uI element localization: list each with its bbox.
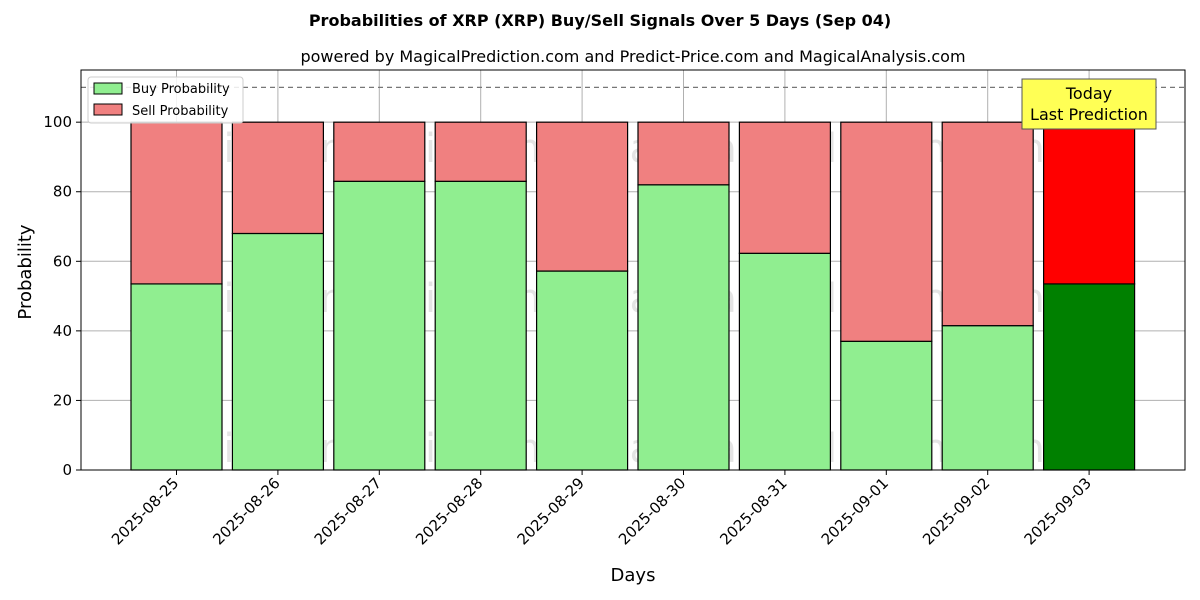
bar-buy <box>231 232 324 471</box>
y-tick-label: 60 <box>53 252 72 270</box>
legend-swatch-sell <box>93 103 123 116</box>
x-tick-label: 2025-09-01 <box>818 474 892 548</box>
x-tick-label: 2025-08-28 <box>412 474 486 548</box>
x-tick-label: 2025-08-31 <box>716 474 790 548</box>
x-tick-label: 2025-09-02 <box>919 474 993 548</box>
x-tick-label: 2025-08-27 <box>311 474 385 548</box>
bar-buy <box>130 283 223 471</box>
today-annotation-line1: Today <box>1065 84 1112 103</box>
bar-buy <box>535 270 629 471</box>
legend-box <box>87 76 244 124</box>
bar-buy <box>1042 283 1136 471</box>
bars <box>130 121 1136 471</box>
chart-title: Probabilities of XRP (XRP) Buy/Sell Sign… <box>309 11 891 30</box>
y-tick-label: 20 <box>53 391 72 409</box>
x-tick-label: 2025-08-29 <box>514 474 588 548</box>
bar-sell <box>1042 121 1136 285</box>
legend: Buy Probability Sell Probability <box>87 76 244 124</box>
bar-buy <box>840 340 933 471</box>
y-tick-label: 0 <box>62 461 72 479</box>
y-tick-label: 100 <box>43 113 72 131</box>
bar-buy <box>434 180 527 471</box>
bar-sell <box>333 121 426 182</box>
today-annotation-box <box>1021 78 1157 130</box>
legend-label-buy: Buy Probability <box>132 82 230 97</box>
x-tick-label: 2025-08-26 <box>209 474 283 548</box>
bar-sell <box>130 121 223 285</box>
bar-sell <box>535 121 629 272</box>
x-tick-label: 2025-08-30 <box>615 474 689 548</box>
bar-sell <box>941 121 1034 327</box>
chart-subtitle: powered by MagicalPrediction.com and Pre… <box>300 47 965 66</box>
bar-buy <box>738 252 832 471</box>
x-axis-label: Days <box>611 565 656 586</box>
plot-frame <box>80 69 1186 471</box>
legend-swatch-buy <box>93 82 123 95</box>
y-tick-label: 80 <box>53 183 72 201</box>
bar-buy <box>941 325 1034 471</box>
bar-buy <box>637 184 730 471</box>
bar-sell <box>840 121 933 342</box>
bar-sell <box>231 121 324 235</box>
bar-sell <box>738 121 832 254</box>
axes <box>80 69 1186 471</box>
legend-label-sell: Sell Probability <box>132 104 229 119</box>
today-annotation: Today Last Prediction <box>1021 78 1157 130</box>
bar-buy <box>333 180 426 471</box>
today-annotation-line2: Last Prediction <box>1030 105 1148 124</box>
y-axis-label: Probability <box>15 224 36 319</box>
bar-sell <box>637 121 730 186</box>
x-tick-label: 2025-09-03 <box>1021 474 1095 548</box>
x-tick-label: 2025-08-25 <box>108 474 182 548</box>
bar-sell <box>434 121 527 182</box>
y-tick-label: 40 <box>53 322 72 340</box>
